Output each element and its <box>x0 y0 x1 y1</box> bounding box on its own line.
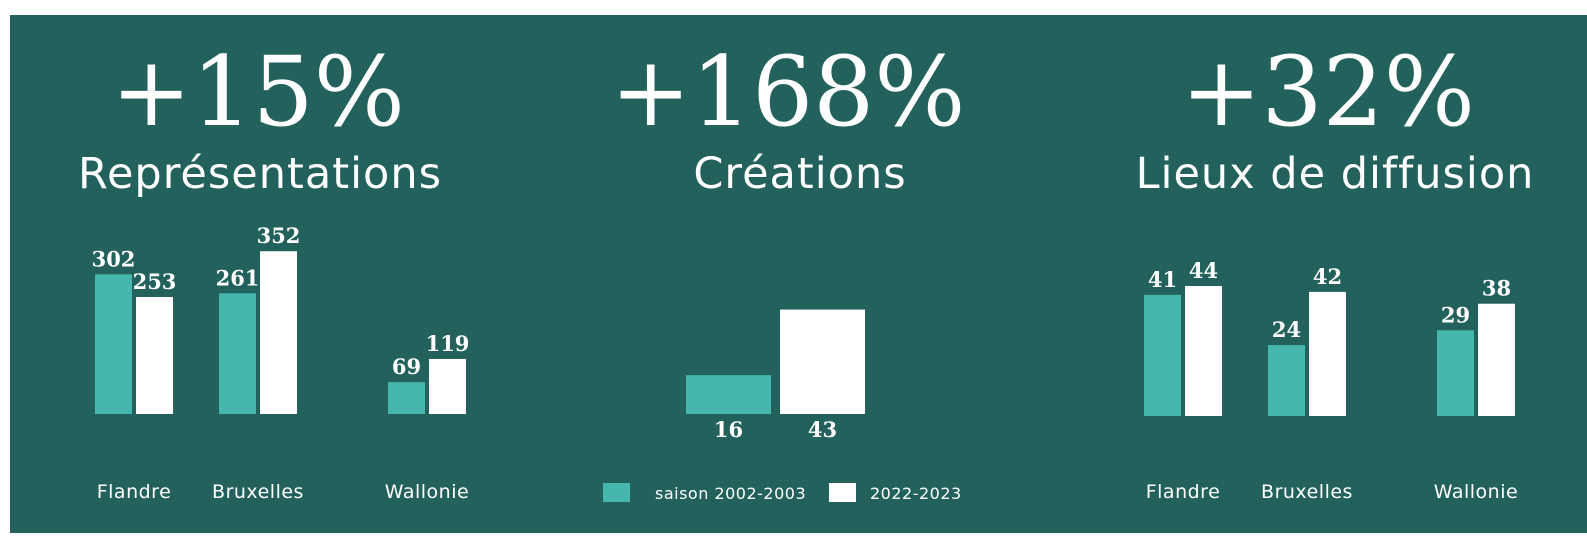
legend-swatch-2002 <box>603 483 630 502</box>
bar-chart0-bruxelles-s1 <box>260 251 297 414</box>
bar-label-chart0-flandre-s0: 302 <box>92 246 136 271</box>
bar-label-chart2-bruxelles-s0: 24 <box>1272 317 1301 342</box>
subtitle-lieux: Lieux de diffusion <box>1136 149 1535 199</box>
bar-chart0-wallonie-s1 <box>429 358 466 414</box>
bar-label-chart0-wallonie-s0: 69 <box>392 354 421 379</box>
bar-label-chart0-bruxelles-s0: 261 <box>216 265 260 290</box>
legend-label-2002: saison 2002-2003 <box>655 484 806 503</box>
bar-label-chart0-wallonie-s1: 119 <box>426 331 470 356</box>
category-label-chart2-flandre: Flandre <box>1146 481 1221 503</box>
bar-label-chart1-total-s1: 43 <box>808 417 837 442</box>
bar-chart2-bruxelles-s1 <box>1309 291 1346 416</box>
bar-chart2-flandre-s1 <box>1185 286 1222 416</box>
bar-label-chart2-flandre-s1: 44 <box>1189 258 1218 283</box>
category-label-chart0-wallonie: Wallonie <box>385 481 469 503</box>
charts-svg: +15% Représentations +168% Créations +32… <box>78 36 1535 503</box>
bar-chart2-bruxelles-s0 <box>1268 345 1305 416</box>
bar-chart0-bruxelles-s0 <box>219 293 256 414</box>
bar-chart0-flandre-s0 <box>95 274 132 414</box>
headline-lieux: +32% <box>1181 36 1475 148</box>
subtitle-creations: Créations <box>693 149 906 199</box>
bar-label-chart2-wallonie-s0: 29 <box>1441 302 1470 327</box>
bar-chart0-wallonie-s0 <box>388 382 425 414</box>
category-label-chart2-wallonie: Wallonie <box>1434 481 1518 503</box>
infographic-panel: +15% Représentations +168% Créations +32… <box>10 15 1587 533</box>
bar-chart0-flandre-s1 <box>136 296 173 414</box>
bar-chart2-wallonie-s1 <box>1478 303 1515 416</box>
category-label-chart0-bruxelles: Bruxelles <box>212 481 304 503</box>
bar-label-chart2-wallonie-s1: 38 <box>1482 276 1511 301</box>
bar-chart2-flandre-s0 <box>1144 294 1181 416</box>
legend-swatch-2022 <box>829 483 856 502</box>
headline-creations: +168% <box>611 36 966 148</box>
bar-label-chart2-bruxelles-s1: 42 <box>1313 264 1342 289</box>
subtitle-representations: Représentations <box>78 149 442 199</box>
headline-representations: +15% <box>111 36 405 148</box>
bar-label-chart1-total-s0: 16 <box>714 417 743 442</box>
category-label-chart2-bruxelles: Bruxelles <box>1261 481 1353 503</box>
bar-chart2-wallonie-s0 <box>1437 330 1474 416</box>
bar-label-chart2-flandre-s0: 41 <box>1148 267 1177 292</box>
bar-chart1-total-s0 <box>686 375 771 414</box>
bar-label-chart0-flandre-s1: 253 <box>133 269 177 294</box>
legend-label-2022: 2022-2023 <box>870 484 962 503</box>
bar-chart1-total-s1 <box>780 309 865 414</box>
category-label-chart0-flandre: Flandre <box>97 481 172 503</box>
bar-label-chart0-bruxelles-s1: 352 <box>257 223 301 248</box>
